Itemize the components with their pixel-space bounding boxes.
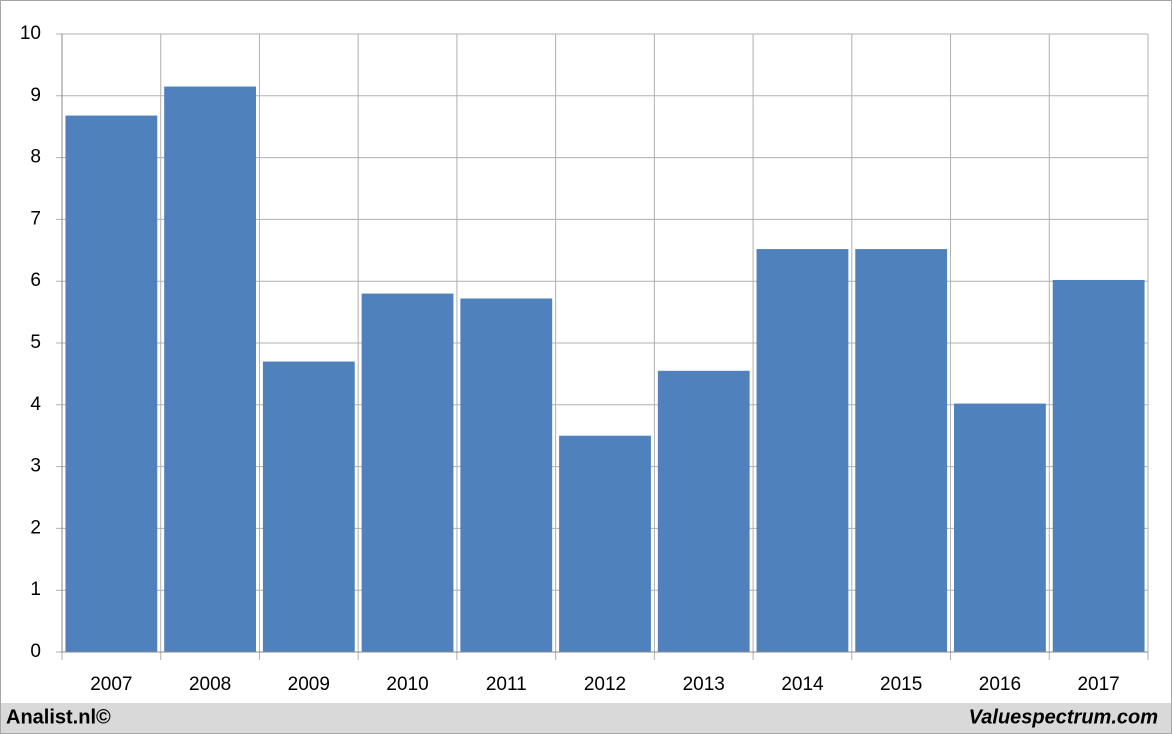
y-tick-label: 9 <box>30 85 41 106</box>
y-tick-label: 3 <box>30 456 41 477</box>
y-tick-label: 10 <box>20 23 41 44</box>
y-tick-label: 1 <box>30 579 41 600</box>
y-tick-label: 8 <box>30 147 41 168</box>
y-tick-label: 5 <box>30 332 41 353</box>
x-tick-label: 2017 <box>1077 674 1119 695</box>
y-tick-label: 7 <box>30 208 41 229</box>
x-tick-label: 2007 <box>90 674 132 695</box>
x-tick-label: 2016 <box>979 674 1021 695</box>
x-tick-label: 2012 <box>584 674 626 695</box>
bar <box>65 115 158 653</box>
bar <box>954 403 1046 652</box>
bar <box>164 86 256 652</box>
bar <box>657 370 750 652</box>
x-tick-label: 2008 <box>189 674 231 695</box>
x-tick-label: 2013 <box>683 674 725 695</box>
x-tick-label: 2010 <box>386 674 428 695</box>
bar <box>262 361 355 652</box>
y-tick-label: 2 <box>30 517 41 538</box>
footer-band <box>1 703 1171 733</box>
y-tick-label: 4 <box>30 394 41 415</box>
bar <box>1052 279 1145 652</box>
bar <box>855 249 948 652</box>
y-tick-label: 6 <box>30 270 41 291</box>
x-tick-label: 2015 <box>880 674 922 695</box>
footer-left: Analist.nl© <box>6 706 111 728</box>
y-tick-label: 0 <box>30 641 41 662</box>
x-tick-label: 2014 <box>781 674 824 695</box>
bar <box>460 298 553 652</box>
bar <box>559 435 651 652</box>
footer-right: Valuespectrum.com <box>969 706 1158 728</box>
x-tick-label: 2009 <box>288 674 330 695</box>
bar <box>756 249 849 652</box>
bar <box>361 293 454 652</box>
x-tick-label: 2011 <box>486 674 527 695</box>
